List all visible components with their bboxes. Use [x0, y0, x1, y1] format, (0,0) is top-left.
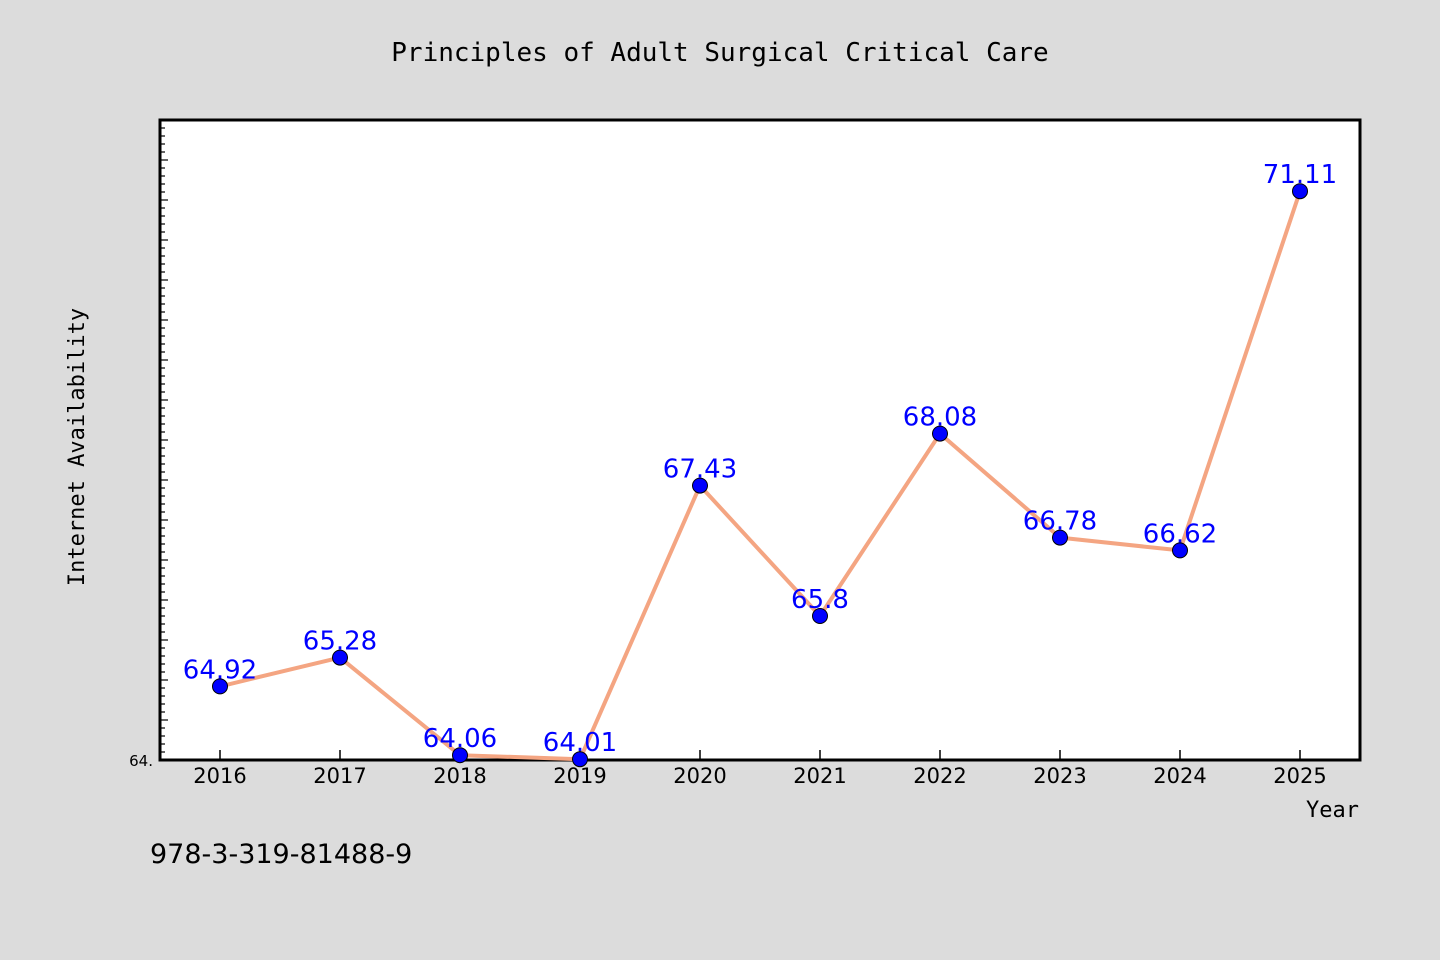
data-label: 65.8	[791, 585, 849, 615]
data-label: 64.92	[183, 655, 257, 685]
data-point	[692, 477, 708, 494]
x-tick-label: 2022	[913, 764, 966, 788]
data-point	[1052, 529, 1068, 546]
x-tick-label: 2021	[793, 764, 846, 788]
data-point	[332, 649, 348, 666]
y-axis-ticks	[160, 119, 168, 761]
x-tick-label: 2019	[553, 764, 606, 788]
y-tick-label-min: 64.	[129, 752, 153, 770]
x-tick-label: 2016	[193, 764, 246, 788]
y-axis-label: Internet Availability	[65, 308, 90, 586]
data-point	[812, 608, 828, 624]
data-label: 67.43	[663, 455, 737, 485]
chart-title: Principles of Adult Surgical Critical Ca…	[391, 38, 1048, 68]
data-label: 65.28	[303, 627, 377, 657]
x-tick-label: 2025	[1273, 764, 1326, 788]
x-tick-label: 2017	[313, 764, 366, 788]
data-label: 66.78	[1023, 507, 1097, 537]
plot-area	[158, 118, 1362, 762]
series-line	[218, 189, 1302, 762]
x-tick-label: 2018	[433, 764, 486, 788]
data-point	[932, 425, 948, 442]
x-axis-ticks: 2016 2017 2018 2019 2020 2021 2022 2023 2024 2025	[193, 750, 1327, 788]
series-layer: 64.92 65.28 64.06 64.01 67.43 65.8 68.08 66.78 6…	[183, 160, 1337, 768]
data-label: 71.11	[1263, 160, 1337, 190]
data-point	[212, 678, 228, 695]
x-tick-label: 2024	[1153, 764, 1206, 788]
data-label: 66.62	[1143, 519, 1217, 549]
data-label: 64.01	[543, 728, 617, 758]
x-tick-label: 2020	[673, 764, 726, 788]
data-point	[452, 747, 468, 764]
data-label: 64.06	[423, 724, 497, 754]
data-label: 68.08	[903, 403, 977, 433]
x-axis-label: Year	[1306, 798, 1359, 823]
data-point	[572, 751, 588, 768]
data-point	[1172, 542, 1188, 559]
isbn-note: 978-3-319-81488-9	[150, 839, 412, 870]
x-tick-label: 2023	[1033, 764, 1086, 788]
data-point	[1292, 183, 1308, 200]
